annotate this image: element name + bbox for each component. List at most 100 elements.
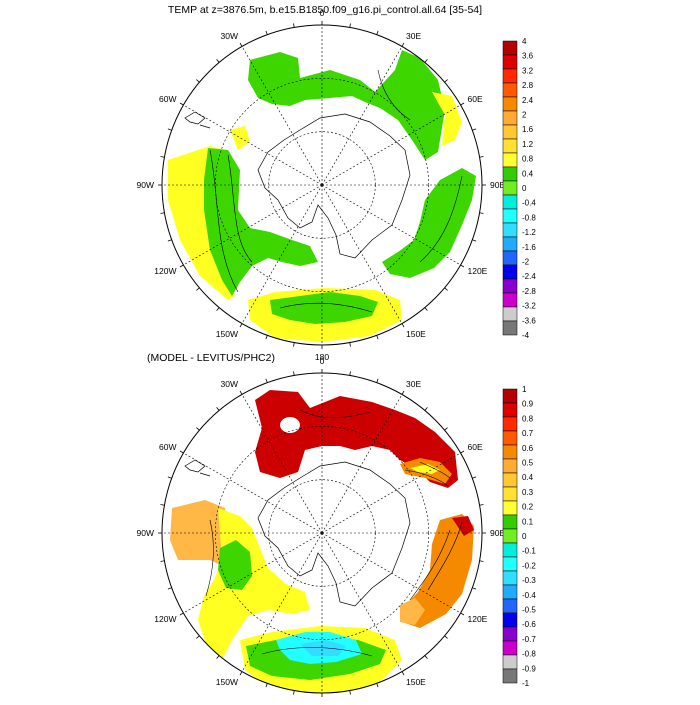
lon-label: 30E [406,379,421,389]
colorbar-swatch [502,264,518,280]
tick-mark [424,407,428,411]
lon-label: 0 [320,8,325,18]
tick-mark [167,239,172,242]
colorbar-swatch [502,306,518,322]
tick-mark [196,427,200,431]
colorbar-label: 0.1 [522,517,534,526]
south-america-outline [184,459,211,477]
colorbar-label: 0 [522,532,527,541]
tick-mark [376,30,379,35]
tick-mark [160,212,165,214]
colorbar-label: -2 [522,258,530,267]
colorbar-bottom: 1 0.9 0.8 0.7 0.6 0.5 0.4 0.3 0.2 0.1 0 -0.1 -0.2 -0.… [502,385,536,688]
colorbar-label: 1.2 [522,140,534,149]
colorbar-top: 4 3.6 3.2 2.8 2.4 2 1.6 1.2 0.8 0.4 0 -0.4 -0.8 -1.2 -… [502,37,536,340]
colorbar-swatch [502,138,518,154]
lon-label: 120E [467,266,487,276]
tick-mark [265,335,268,340]
colorbar-label: -0.8 [522,213,536,222]
colorbar-swatch [502,320,518,336]
field-region [270,292,378,324]
tick-mark [444,427,448,431]
colorbar-label: -2.4 [522,272,536,281]
lon-label: 90E [490,528,505,538]
colorbar-swatch [502,444,518,460]
colorbar-swatch [502,598,518,614]
colorbar-label: 0 [522,184,527,193]
lon-label: 150W [216,677,238,687]
colorbar-swatch [502,278,518,294]
colorbar-swatch [502,110,518,126]
tick-mark [265,30,268,35]
colorbar-swatch [502,514,518,530]
colorbar-label: 1 [522,385,527,394]
colorbar-swatch [502,402,518,418]
lon-label: 0 [320,356,325,366]
colorbar-swatch [502,96,518,112]
tick-mark [179,450,184,454]
tick-mark [401,42,405,47]
colorbar-label: -4 [522,331,530,340]
tick-mark [179,264,184,268]
colorbar-swatch [502,654,518,670]
tick-mark [239,323,243,328]
field-region [248,50,445,160]
colorbar-swatch [502,570,518,586]
map-top-lon-labels: 0 30E 60E 90E 120E 150E 180 150W 120W 90W 60W 30W [137,8,506,362]
colorbar-label: 0.3 [522,488,534,497]
colorbar-swatch [502,222,518,238]
lon-label: 90W [137,180,154,190]
field-region [218,540,252,590]
tick-mark [293,23,295,28]
colorbar-swatch [502,668,518,684]
tick-mark [167,587,172,590]
colorbar-label: -0.2 [522,561,536,570]
tick-mark [479,212,484,214]
tick-mark [460,612,465,616]
tick-mark [216,59,220,63]
lon-label: 150W [216,329,238,339]
tick-mark [265,683,268,688]
lon-label: 90E [490,180,505,190]
tick-mark [349,23,351,28]
tick-mark [167,476,172,479]
tick-mark [216,407,220,411]
tick-mark [179,102,184,106]
tick-mark [216,307,220,311]
tick-mark [401,390,405,395]
colorbar-swatch [502,166,518,182]
lon-label: 150E [406,677,426,687]
tick-mark [424,59,428,63]
tick-mark [424,655,428,659]
field-region [432,92,462,146]
map-top-fields [168,50,476,342]
map-bottom-grid [162,373,482,693]
lon-label: 60W [159,442,176,452]
lon-label: 30W [221,379,238,389]
lon-label: 60E [467,442,482,452]
colorbar-swatch [502,180,518,196]
tick-mark [376,335,379,340]
tick-mark [349,371,351,376]
colorbar-swatch [502,626,518,642]
colorbar-label: 1.6 [522,125,534,134]
tick-mark [460,102,465,106]
lon-label: 90W [137,528,154,538]
field-region [452,516,474,536]
colorbar-label: -0.4 [522,199,536,208]
colorbar-label: -0.7 [522,635,536,644]
tick-mark [160,504,165,506]
tick-mark [479,560,484,562]
colorbar-label: -0.9 [522,664,536,673]
colorbar-swatch [502,40,518,56]
tick-mark [460,264,465,268]
map-bottom-fields [170,390,474,693]
lon-label: 30W [221,31,238,41]
tick-mark [444,79,448,83]
colorbar-swatch [502,528,518,544]
lon-label: 150E [406,329,426,339]
field-region [230,126,250,150]
tick-mark [349,342,351,347]
colorbar-swatch [502,640,518,656]
